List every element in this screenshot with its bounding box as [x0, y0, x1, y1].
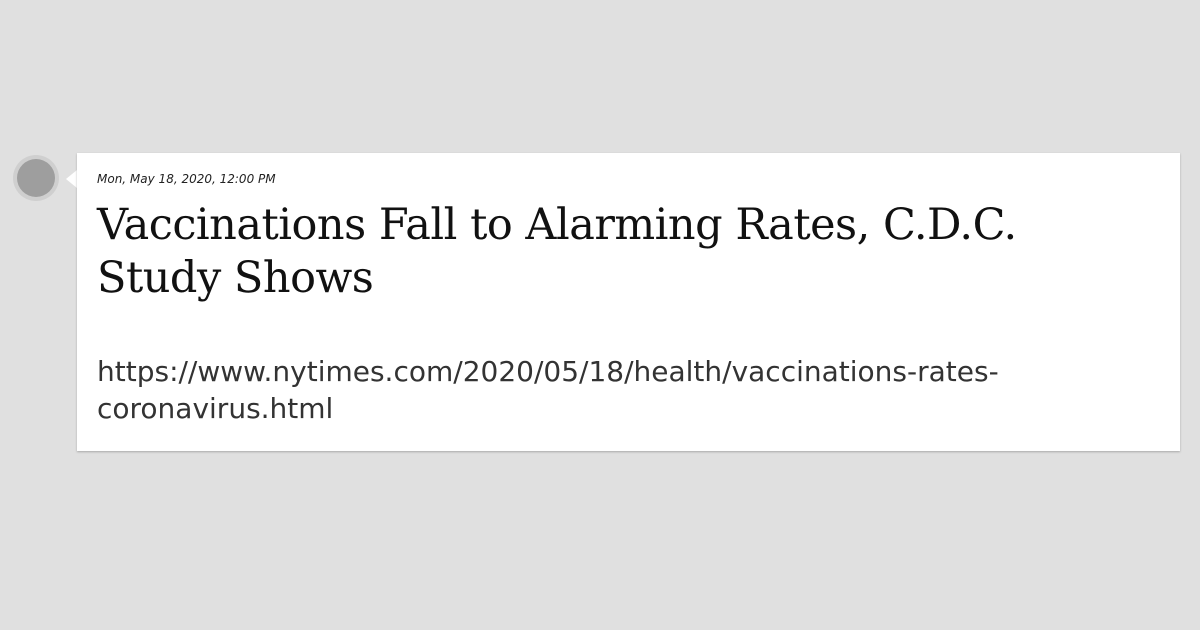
post-timestamp: Mon, May 18, 2020, 12:00 PM	[97, 172, 276, 186]
avatar-image	[17, 159, 55, 197]
post-url-link[interactable]: https://www.nytimes.com/2020/05/18/healt…	[97, 355, 999, 425]
card-pointer	[66, 170, 77, 188]
post-title[interactable]: Vaccinations Fall to Alarming Rates, C.D…	[97, 200, 1017, 303]
avatar[interactable]	[13, 155, 59, 201]
post-card: Mon, May 18, 2020, 12:00 PM Vaccinations…	[77, 153, 1180, 451]
